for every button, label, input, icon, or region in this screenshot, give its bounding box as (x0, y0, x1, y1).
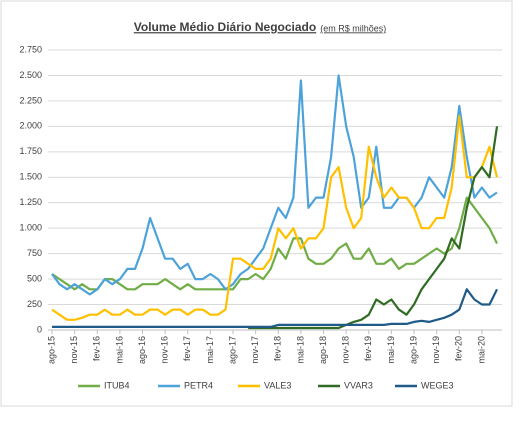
x-tick-label: fev-18 (273, 336, 283, 361)
x-tick-label: mai-17 (205, 336, 215, 364)
y-tick-label: 750 (27, 248, 42, 258)
series-line (52, 288, 498, 328)
x-tick-label: ago-16 (137, 336, 147, 364)
x-tick-label: nov-18 (341, 336, 351, 364)
y-tick-label: 2.000 (19, 121, 42, 131)
y-tick-label: 1.500 (19, 172, 42, 182)
chart-title: Volume Médio Diário Negociado (134, 20, 316, 34)
series-line (51, 74, 498, 296)
x-tick-label: mai-18 (295, 336, 305, 364)
legend-label: ITUB4 (104, 380, 130, 390)
x-tick-label: nov-19 (431, 336, 441, 364)
x-tick-label: ago-18 (318, 336, 328, 364)
x-tick-label: fev-19 (363, 336, 373, 361)
series-line (51, 115, 499, 321)
x-tick-label: ago-15 (46, 336, 56, 364)
y-tick-label: 500 (27, 273, 42, 283)
y-tick-label: 1.750 (19, 146, 42, 156)
y-tick-label: 2.250 (19, 95, 42, 105)
legend-label: WEGE3 (421, 380, 454, 390)
series-line (51, 196, 498, 291)
series-line (248, 126, 499, 330)
x-tick-label: ago-19 (408, 336, 418, 364)
x-tick-label: nov-15 (69, 336, 79, 364)
x-tick-label: fev-17 (182, 336, 192, 361)
legend-label: PETR4 (184, 380, 213, 390)
x-tick-label: fev-20 (454, 336, 464, 361)
legend-label: VALE3 (264, 380, 291, 390)
chart-border (0, 0, 513, 407)
x-tick-label: mai-20 (476, 336, 486, 364)
y-tick-label: 1.250 (19, 197, 42, 207)
x-tick-label: mai-16 (114, 336, 124, 364)
chart-subtitle: (em R$ milhões) (320, 23, 386, 33)
y-tick-label: 1.000 (19, 223, 42, 233)
x-tick-label: fev-16 (92, 336, 102, 361)
x-tick-label: ago-17 (227, 336, 237, 364)
y-tick-label: 0 (37, 324, 42, 334)
y-tick-label: 2.500 (19, 70, 42, 80)
x-tick-label: mai-19 (386, 336, 396, 364)
x-tick-label: nov-17 (250, 336, 260, 364)
x-tick-label: nov-16 (160, 336, 170, 364)
y-tick-label: 250 (27, 299, 42, 309)
y-tick-label: 2.750 (19, 44, 42, 54)
legend-label: VVAR3 (344, 380, 373, 390)
